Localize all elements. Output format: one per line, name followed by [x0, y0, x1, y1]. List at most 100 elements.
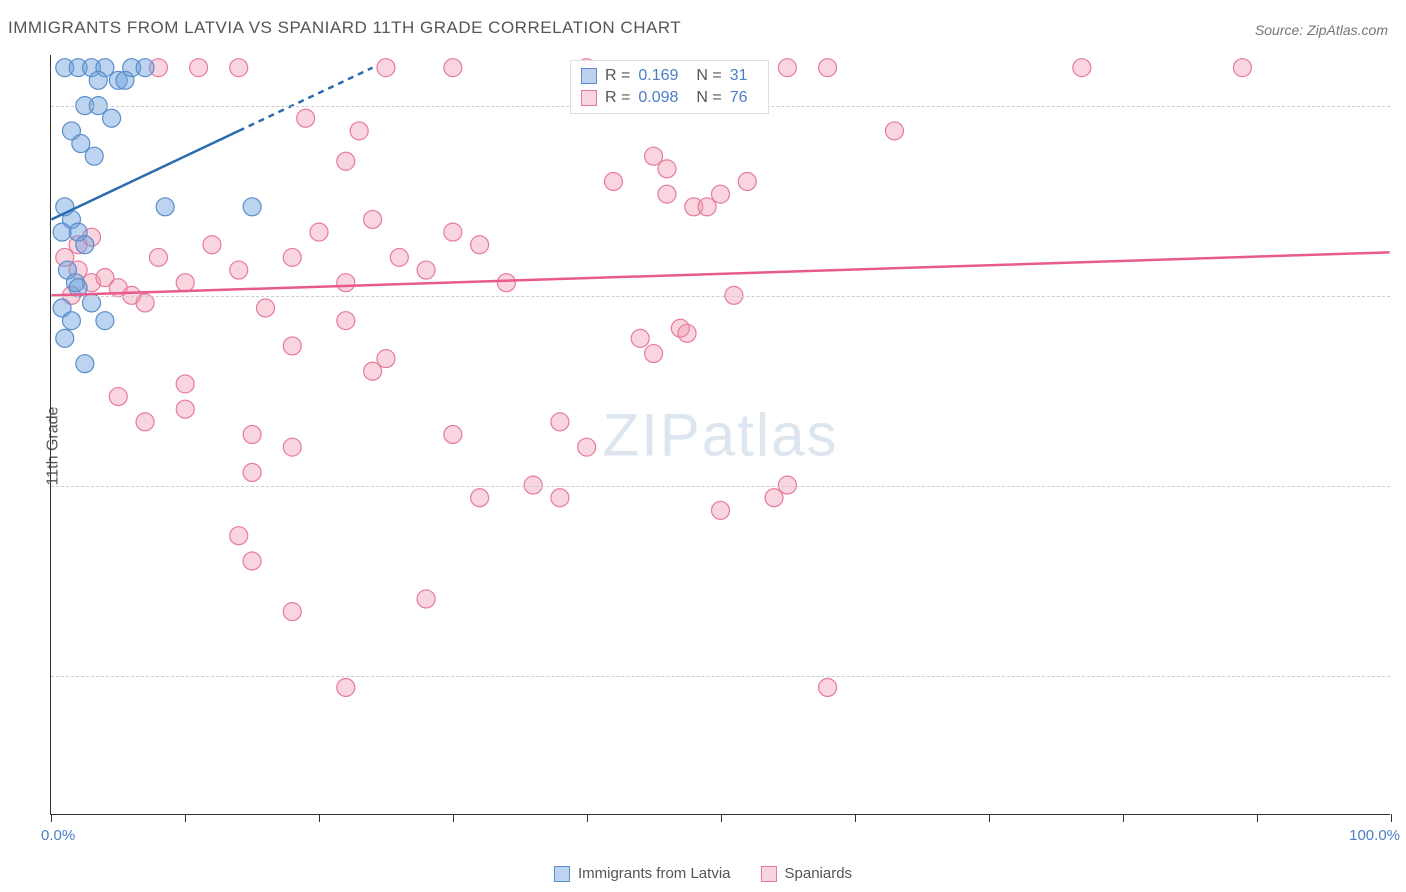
y-tick-label: 77.5%: [1400, 667, 1406, 684]
scatter-point: [56, 329, 74, 347]
scatter-point: [103, 109, 121, 127]
scatter-point: [631, 329, 649, 347]
stats-swatch-spaniards: [581, 90, 597, 106]
scatter-point: [885, 122, 903, 140]
scatter-point: [283, 438, 301, 456]
stats-row-spaniards: R = 0.098 N = 76: [581, 87, 758, 109]
stats-r-label: R =: [605, 67, 630, 85]
scatter-point: [337, 312, 355, 330]
scatter-point: [578, 438, 596, 456]
scatter-point: [116, 71, 134, 89]
legend-bottom: Immigrants from Latvia Spaniards: [554, 865, 852, 882]
scatter-point: [156, 198, 174, 216]
grid-line: [51, 296, 1390, 297]
stats-swatch-latvia: [581, 68, 597, 84]
x-tick: [721, 814, 722, 822]
scatter-point: [712, 185, 730, 203]
scatter-point: [176, 375, 194, 393]
source-attribution: Source: ZipAtlas.com: [1255, 22, 1388, 38]
scatter-point: [176, 274, 194, 292]
scatter-point: [444, 426, 462, 444]
scatter-point: [1233, 59, 1251, 77]
scatter-point: [76, 236, 94, 254]
scatter-point: [658, 160, 676, 178]
scatter-point: [819, 679, 837, 697]
x-axis-min-label: 0.0%: [41, 827, 75, 844]
scatter-point: [136, 59, 154, 77]
scatter-point: [297, 109, 315, 127]
scatter-point: [471, 489, 489, 507]
plot-svg: [51, 55, 1390, 814]
scatter-point: [230, 59, 248, 77]
scatter-point: [62, 312, 80, 330]
scatter-point: [243, 198, 261, 216]
x-tick: [51, 814, 52, 822]
scatter-point: [417, 590, 435, 608]
y-tick-label: 92.5%: [1400, 287, 1406, 304]
scatter-point: [230, 527, 248, 545]
legend-item-spaniards: Spaniards: [761, 865, 853, 882]
scatter-point: [678, 324, 696, 342]
scatter-point: [658, 185, 676, 203]
stats-legend-box: R = 0.169 N = 31 R = 0.098 N = 76: [570, 60, 769, 114]
legend-item-latvia: Immigrants from Latvia: [554, 865, 731, 882]
scatter-point: [257, 299, 275, 317]
stats-r-label-2: R =: [605, 89, 630, 107]
stats-n-label-2: N =: [696, 89, 721, 107]
x-axis-max-label: 100.0%: [1349, 827, 1400, 844]
y-tick-label: 85.0%: [1400, 477, 1406, 494]
legend-swatch-latvia: [554, 866, 570, 882]
scatter-point: [712, 501, 730, 519]
scatter-point: [96, 312, 114, 330]
stats-r-value-latvia: 0.169: [638, 67, 678, 85]
grid-line: [51, 676, 1390, 677]
scatter-point: [778, 59, 796, 77]
scatter-point: [350, 122, 368, 140]
scatter-point: [109, 388, 127, 406]
scatter-point: [364, 210, 382, 228]
scatter-point: [243, 426, 261, 444]
plot-area: ZIPatlas 0.0% 100.0% 77.5%85.0%92.5%100.…: [50, 55, 1390, 815]
scatter-point: [337, 152, 355, 170]
scatter-point: [176, 400, 194, 418]
scatter-point: [76, 355, 94, 373]
scatter-point: [85, 147, 103, 165]
scatter-point: [283, 248, 301, 266]
chart-title: IMMIGRANTS FROM LATVIA VS SPANIARD 11TH …: [8, 18, 681, 38]
legend-swatch-spaniards: [761, 866, 777, 882]
scatter-point: [645, 345, 663, 363]
scatter-point: [283, 603, 301, 621]
scatter-point: [203, 236, 221, 254]
scatter-point: [283, 337, 301, 355]
scatter-point: [136, 413, 154, 431]
scatter-point: [444, 59, 462, 77]
scatter-point: [243, 463, 261, 481]
scatter-point: [364, 362, 382, 380]
scatter-point: [497, 274, 515, 292]
scatter-point: [738, 173, 756, 191]
scatter-point: [551, 489, 569, 507]
scatter-point: [551, 413, 569, 431]
stats-n-value-spaniards: 76: [730, 89, 748, 107]
stats-n-value-latvia: 31: [730, 67, 748, 85]
scatter-point: [444, 223, 462, 241]
stats-n-label: N =: [696, 67, 721, 85]
scatter-point: [149, 248, 167, 266]
chart-container: IMMIGRANTS FROM LATVIA VS SPANIARD 11TH …: [0, 0, 1406, 892]
scatter-point: [243, 552, 261, 570]
x-tick: [1257, 814, 1258, 822]
x-tick: [1123, 814, 1124, 822]
legend-label-spaniards: Spaniards: [785, 865, 853, 882]
scatter-point: [190, 59, 208, 77]
scatter-point: [765, 489, 783, 507]
x-tick: [185, 814, 186, 822]
scatter-point: [1073, 59, 1091, 77]
grid-line: [51, 486, 1390, 487]
scatter-point: [310, 223, 328, 241]
trend-line: [51, 252, 1389, 295]
x-tick: [855, 814, 856, 822]
scatter-point: [390, 248, 408, 266]
x-tick: [1391, 814, 1392, 822]
stats-r-value-spaniards: 0.098: [638, 89, 678, 107]
scatter-point: [53, 223, 71, 241]
